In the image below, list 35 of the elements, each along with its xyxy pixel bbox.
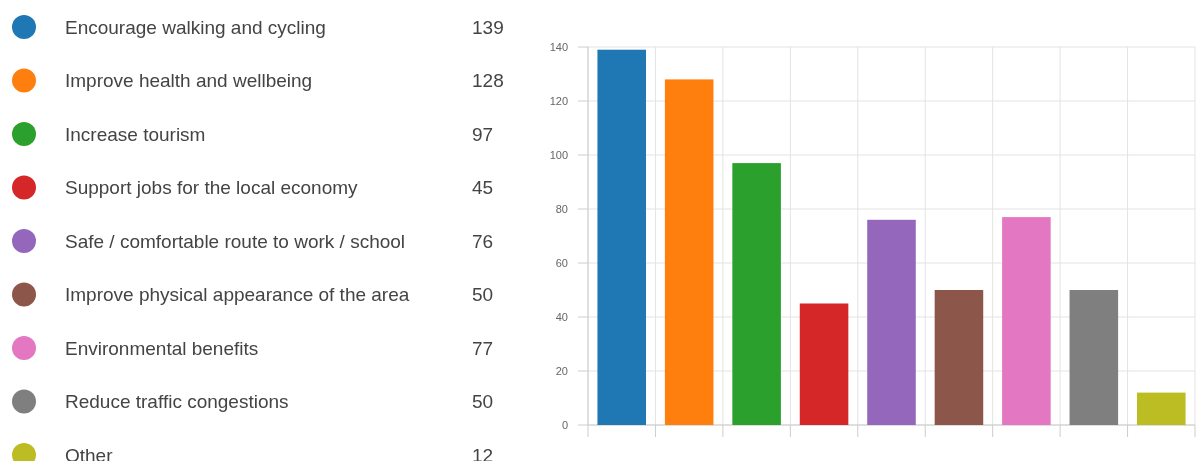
text: 12 [472,444,494,461]
bar [1002,217,1051,425]
bar [1137,392,1186,425]
bar [664,79,714,425]
y-tick-label: 0 [561,418,568,431]
text: 128 [472,70,504,92]
text: 76 [472,230,494,252]
text: 77 [472,337,494,359]
text: 50 [472,391,494,413]
bar [732,163,781,425]
bar [1069,290,1119,425]
legend-label: Environmental benefits [65,337,259,359]
legend-label: Safe / comfortable route to work / school [65,230,406,252]
bar [799,303,849,425]
legend-label: Encourage walking and cycling [65,16,326,38]
bar [867,219,916,425]
y-tick-label: 20 [555,364,568,377]
text: 97 [472,123,494,145]
text: 139 [472,16,504,38]
y-tick-label: 40 [555,310,568,323]
legend-label: Support jobs for the local economy [65,177,359,199]
y-tick-label: 80 [555,202,568,215]
y-tick-label: 60 [555,256,568,269]
legend-label: Other [65,444,114,461]
y-tick-label: 120 [549,94,568,107]
text: 50 [472,284,494,306]
legend-label: Improve physical appearance of the area [65,284,410,306]
legend-label: Improve health and wellbeing [65,70,313,92]
text: 45 [472,177,494,199]
bar [597,49,646,425]
y-tick-label: 100 [549,148,568,161]
legend-label: Increase tourism [65,123,206,145]
y-tick-label: 140 [549,40,568,53]
legend-label: Reduce traffic congestions [65,391,289,413]
bar [934,290,984,425]
